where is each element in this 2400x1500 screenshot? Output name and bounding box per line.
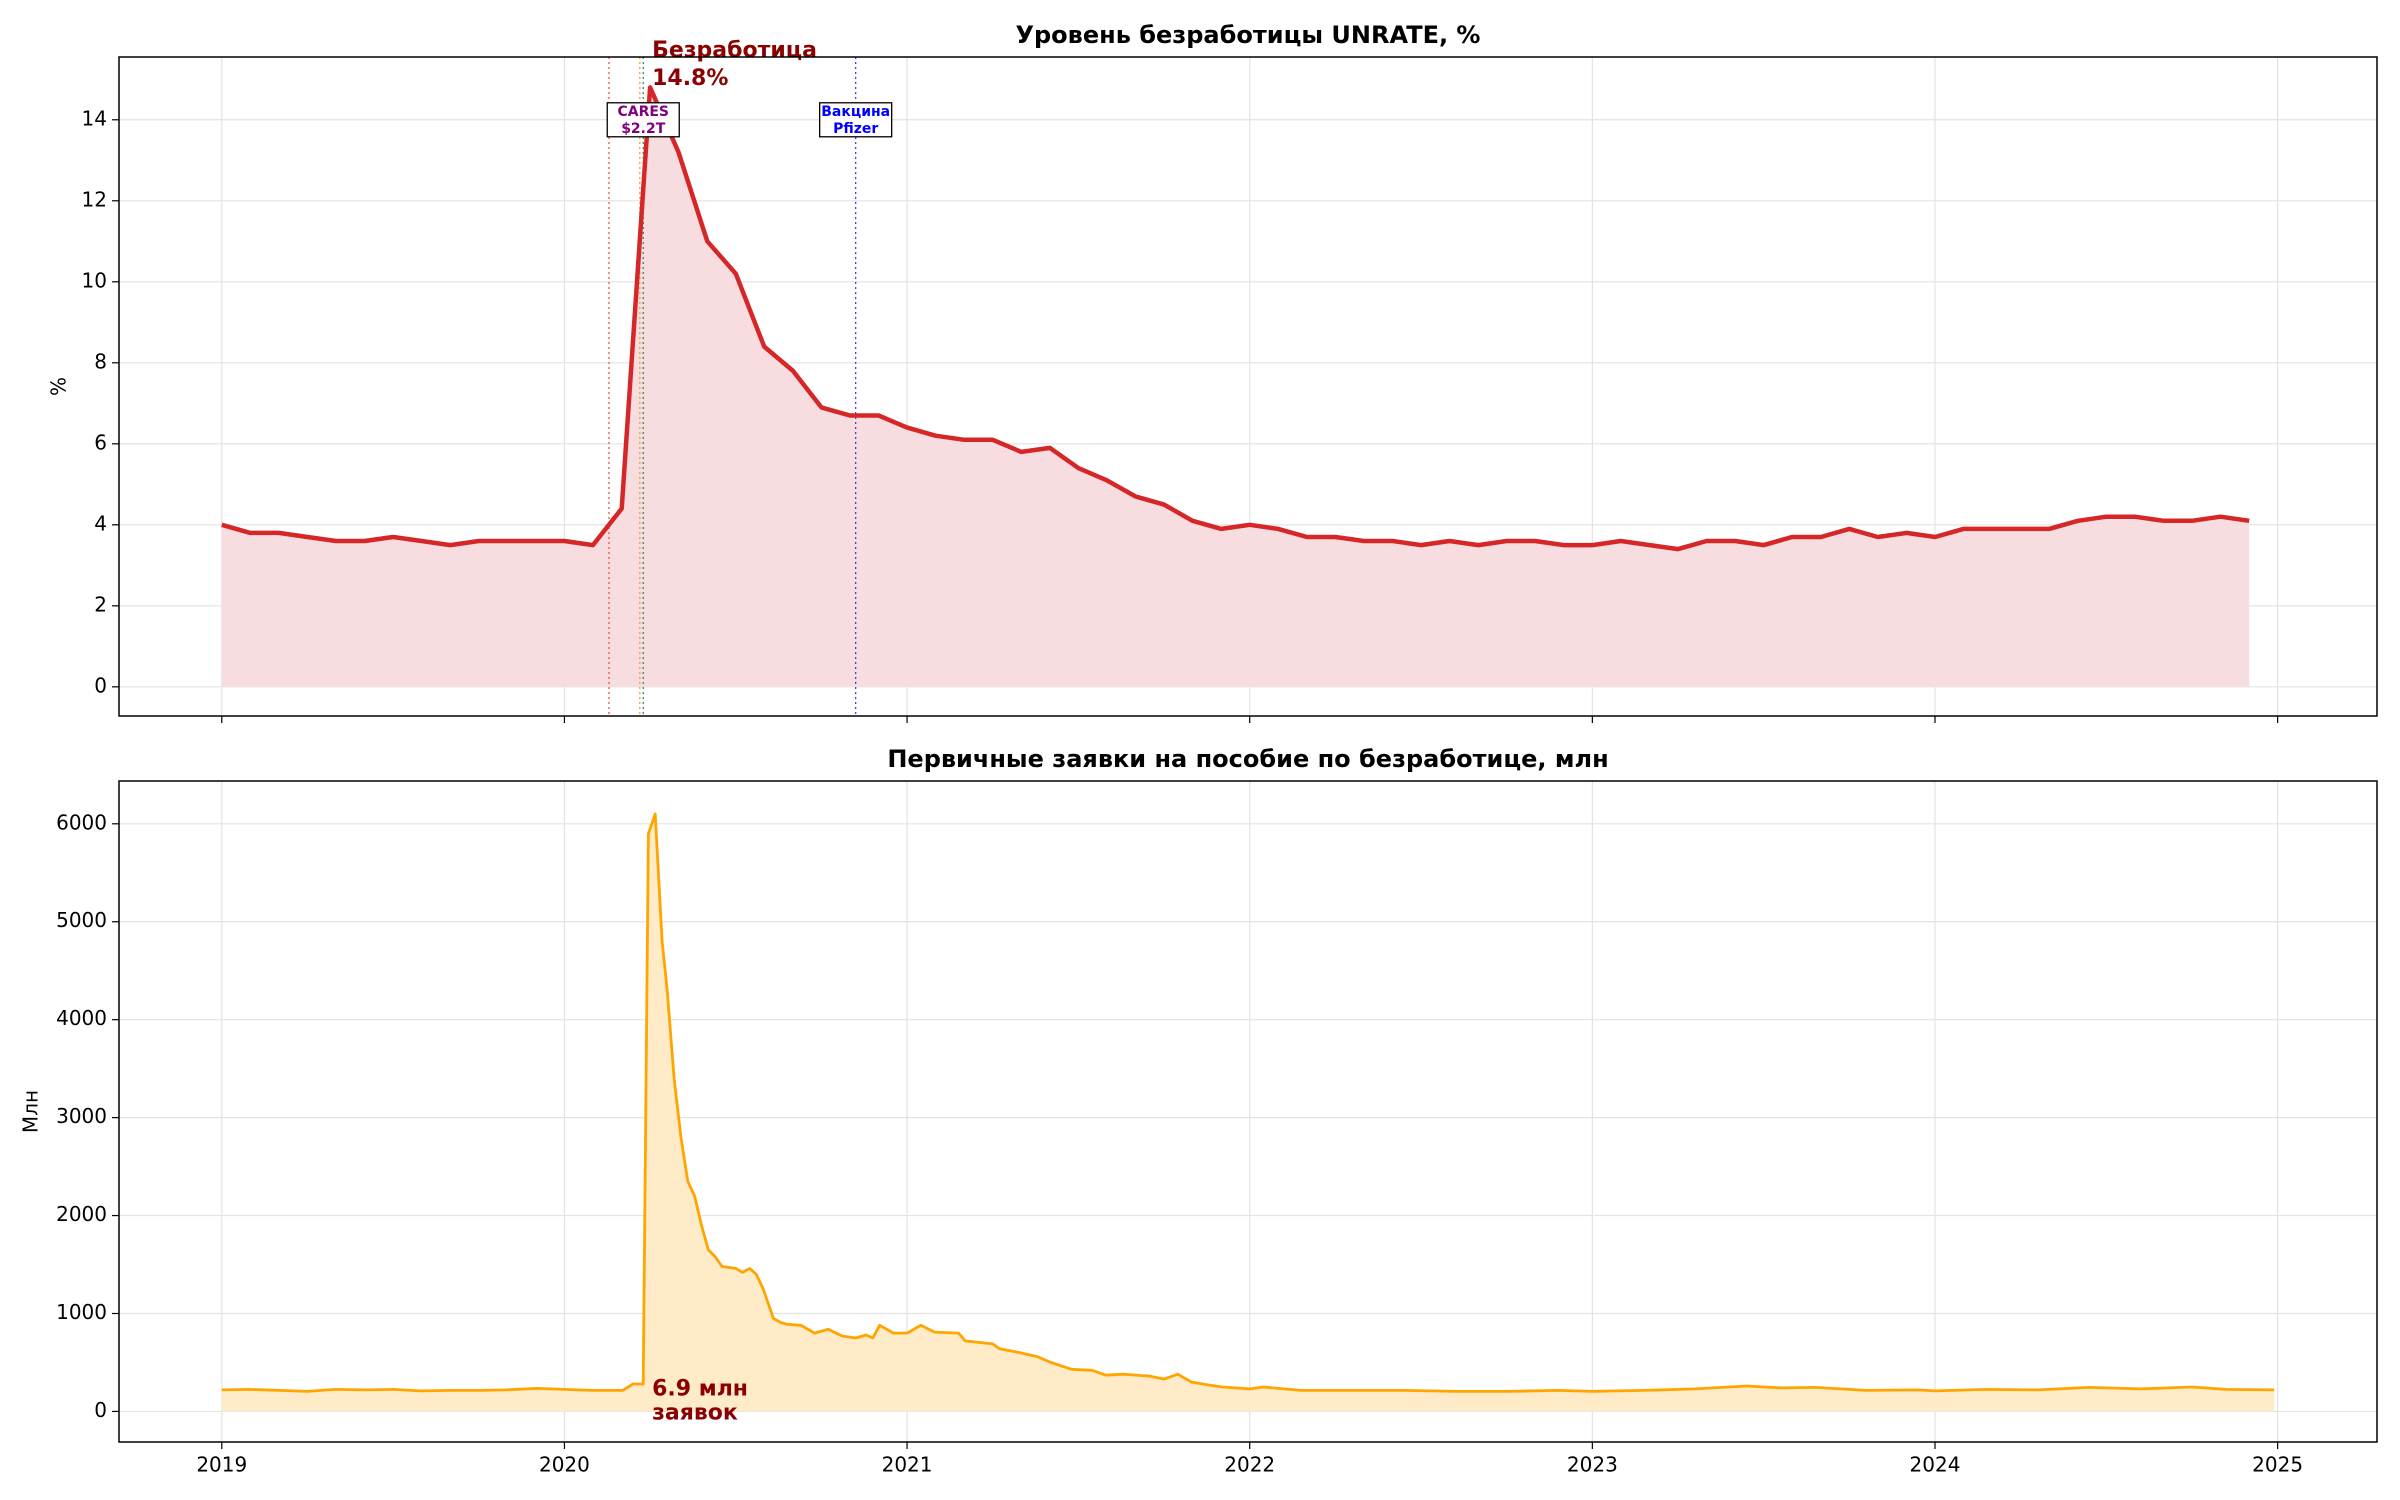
- x-tick-label: 2021: [882, 1453, 933, 1477]
- y-tick-label: 8: [94, 349, 107, 373]
- chart-title: Первичные заявки на пособие по безработи…: [887, 745, 1608, 773]
- y-tick-label: 14: [82, 106, 107, 130]
- x-tick-label: 2025: [2252, 1453, 2303, 1477]
- event-label: Pfizer: [833, 121, 878, 137]
- axes-frame: [118, 56, 2378, 717]
- y-tick-label: 4000: [56, 1006, 107, 1030]
- y-tick-label: 6: [94, 430, 107, 454]
- y-tick-label: 2: [94, 592, 107, 616]
- x-tick-label: 2024: [1910, 1453, 1961, 1477]
- annotation: заявок: [652, 1401, 738, 1426]
- x-tick-label: 2020: [539, 1453, 590, 1477]
- annotation: 6.9 млн: [652, 1377, 748, 1402]
- area: [221, 814, 2275, 1412]
- y-tick-label: 2000: [56, 1202, 107, 1226]
- y-axis-label: %: [47, 377, 71, 396]
- chart-title: Уровень безработицы UNRATE, %: [1016, 21, 1481, 49]
- y-tick-label: 3000: [56, 1104, 107, 1128]
- annotation: Безработица: [652, 38, 817, 63]
- y-tick-label: 1000: [56, 1300, 107, 1324]
- y-tick-label: 6000: [56, 810, 107, 834]
- event-label: CARES: [617, 104, 669, 120]
- y-tick-label: 12: [82, 187, 107, 211]
- y-axis-label: Млн: [19, 1090, 43, 1133]
- y-tick-label: 5000: [56, 908, 107, 932]
- y-tick-label: 0: [94, 1398, 107, 1422]
- annotation: 14.8%: [652, 66, 728, 91]
- y-tick-label: 10: [82, 268, 107, 292]
- event-label: Вакцина: [821, 104, 890, 120]
- y-tick-label: 0: [94, 673, 107, 697]
- event-box: [819, 102, 893, 138]
- y-tick-label: 4: [94, 511, 107, 535]
- x-tick-label: 2023: [1567, 1453, 1618, 1477]
- area: [221, 87, 2250, 687]
- line: [221, 85, 2250, 552]
- axes-frame: [118, 780, 2378, 1443]
- x-tick-label: 2019: [196, 1453, 247, 1477]
- line: [221, 812, 2275, 1393]
- event-box: [606, 102, 680, 138]
- x-tick-label: 2022: [1224, 1453, 1275, 1477]
- event-label: $2.2T: [621, 121, 666, 137]
